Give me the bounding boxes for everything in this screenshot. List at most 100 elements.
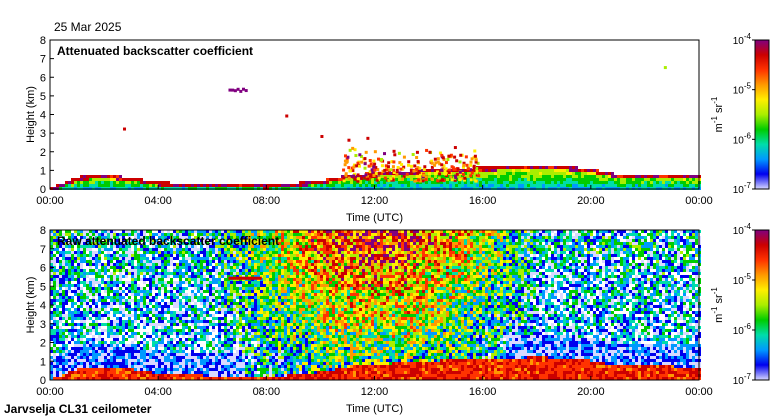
heatmap-cell [71,293,74,296]
heatmap-cell [677,184,680,187]
heatmap-cell [182,236,185,239]
heatmap-cell [146,362,149,365]
heatmap-cell [236,299,239,302]
heatmap-cell [245,371,248,374]
heatmap-cell [59,302,62,305]
heatmap-cell [176,365,179,368]
heatmap-cell [128,359,131,362]
heatmap-cell [131,278,134,281]
heatmap-cell [116,338,119,341]
heatmap-cell [113,332,116,335]
heatmap-cell [425,181,428,184]
heatmap-cell [209,359,212,362]
heatmap-cell [233,311,236,314]
heatmap-cell [191,314,194,317]
heatmap-cell [101,365,104,368]
heatmap-cell [203,245,206,248]
heatmap-cell [110,230,113,233]
heatmap-cell [590,181,593,184]
heatmap-cell [200,296,203,299]
heatmap-cell [68,296,71,299]
heatmap-cell [515,178,518,181]
heatmap-cell [146,242,149,245]
heatmap-cell [176,254,179,257]
cloud-cell [374,171,378,175]
heatmap-cell [104,251,107,254]
heatmap-cell [239,184,242,187]
heatmap-cell [62,377,65,380]
heatmap-cell [242,374,245,377]
heatmap-cell [197,308,200,311]
heatmap-cell [185,347,188,350]
heatmap-cell [206,320,209,323]
heatmap-cell [50,287,53,290]
heatmap-cell [584,169,587,172]
heatmap-cell [68,275,71,278]
heatmap-cell [218,377,221,380]
heatmap-cell [74,236,77,239]
heatmap-cell [68,233,71,236]
heatmap-cell [296,184,299,187]
heatmap-cell [65,254,68,257]
heatmap-cell [476,184,479,187]
heatmap-cell [197,332,200,335]
heatmap-cell [113,347,116,350]
heatmap-cell [77,341,80,344]
heatmap-cell [71,184,74,187]
heatmap-cell [431,181,434,184]
heatmap-cell [674,184,677,187]
heatmap-cell [107,377,110,380]
heatmap-cell [98,302,101,305]
heatmap-cell [77,362,80,365]
heatmap-cell [113,302,116,305]
heatmap-cell [260,326,263,329]
heatmap-cell [212,269,215,272]
heatmap-cell [59,368,62,371]
heatmap-cell [182,332,185,335]
heatmap-cell [248,257,251,260]
heatmap-cell [146,329,149,332]
heatmap-cell [404,181,407,184]
heatmap-cell [236,374,239,377]
heatmap-cell [158,263,161,266]
heatmap-cell [125,275,128,278]
heatmap-cell [146,239,149,242]
heatmap-cell [200,362,203,365]
heatmap-cell [149,281,152,284]
heatmap-cell [524,169,527,172]
heatmap-cell [125,338,128,341]
heatmap-cell [134,317,137,320]
heatmap-cell [251,284,254,287]
heatmap-cell [92,293,95,296]
heatmap-cell [62,329,65,332]
heatmap-cell [599,175,602,178]
heatmap-cell [215,278,218,281]
heatmap-cell [113,326,116,329]
heatmap-cell [125,353,128,356]
heatmap-cell [227,251,230,254]
heatmap-cell [197,326,200,329]
heatmap-cell [191,311,194,314]
heatmap-cell [188,184,191,187]
cloud-cell [387,168,391,172]
heatmap-cell [623,181,626,184]
heatmap-cell [185,350,188,353]
heatmap-cell [566,178,569,181]
heatmap-cell [188,371,191,374]
heatmap-cell [164,335,167,338]
heatmap-cell [137,347,140,350]
heatmap-cell [242,350,245,353]
heatmap-cell [671,175,674,178]
heatmap-cell [206,362,209,365]
heatmap-cell [185,293,188,296]
heatmap-cell [107,248,110,251]
heatmap-cell [77,275,80,278]
heatmap-cell [110,347,113,350]
heatmap-cell [101,284,104,287]
heatmap-cell [494,175,497,178]
heatmap-cell [206,287,209,290]
heatmap-cell [176,233,179,236]
heatmap-cell [242,353,245,356]
heatmap-cell [74,184,77,187]
heatmap-cell [257,275,260,278]
